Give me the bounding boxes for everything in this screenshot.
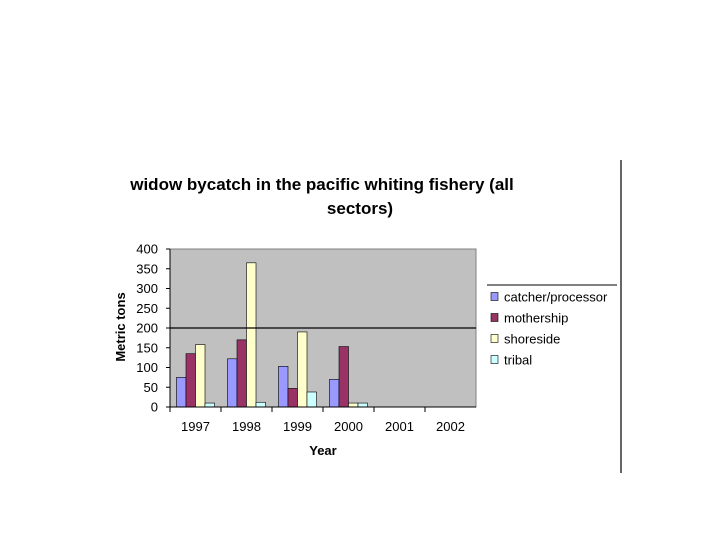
bar-mothership-1998 xyxy=(236,339,247,408)
bar-catcher-processor-1998 xyxy=(227,358,238,408)
legend-swatch xyxy=(490,334,499,343)
x-tick-labels: 1997 1998 1999 2000 2001 2002 xyxy=(169,407,465,434)
legend-label: mothership xyxy=(504,311,568,326)
legend-label: catcher/processor xyxy=(504,290,608,305)
y-tick-label: 400 xyxy=(136,242,158,257)
legend-swatch xyxy=(490,355,499,364)
y-tick-label: 300 xyxy=(136,281,158,296)
y-axis-title: Metric tons xyxy=(113,292,128,361)
x-tick-label: 1999 xyxy=(283,419,312,434)
legend-label: tribal xyxy=(504,353,532,368)
bar-mothership-1997 xyxy=(185,353,196,408)
bar-catcher-processor-1999 xyxy=(278,366,289,408)
bar-shoreside-1999 xyxy=(297,331,308,408)
legend-swatch xyxy=(490,313,499,322)
y-tick-labels: 0 50 100 150 200 250 300 350 400 xyxy=(136,242,170,415)
x-axis-title: Year xyxy=(309,443,336,458)
chart-title-line-1: widow bycatch in the pacific whiting fis… xyxy=(129,175,514,194)
x-tick-label: 2002 xyxy=(436,419,465,434)
bar-tribal-2000 xyxy=(357,402,368,408)
y-tick-label: 50 xyxy=(144,380,158,395)
bar-shoreside-1998 xyxy=(246,262,257,408)
legend: catcher/processor mothership shoreside trib… xyxy=(490,290,608,368)
y-tick-label: 150 xyxy=(136,340,158,355)
bar-shoreside-1997 xyxy=(195,344,206,408)
bar-mothership-2000 xyxy=(338,346,349,408)
bar-catcher-processor-1997 xyxy=(176,377,187,408)
x-tick-label: 2001 xyxy=(385,419,414,434)
chart-title-line-2: sectors) xyxy=(327,199,393,218)
x-tick-label: 2000 xyxy=(334,419,363,434)
bar-mothership-1999 xyxy=(287,388,298,408)
x-tick-label: 1998 xyxy=(232,419,261,434)
bar-tribal-1997 xyxy=(204,402,215,408)
y-tick-label: 200 xyxy=(136,321,158,336)
x-tick-label: 1997 xyxy=(181,419,210,434)
bar-tribal-1998 xyxy=(255,401,266,408)
y-tick-label: 0 xyxy=(151,400,158,415)
bar-tribal-1999 xyxy=(306,391,317,408)
bar-catcher-processor-2000 xyxy=(329,379,340,408)
y-tick-label: 350 xyxy=(136,261,158,276)
legend-label: shoreside xyxy=(504,332,560,347)
y-tick-label: 250 xyxy=(136,301,158,316)
y-tick-label: 100 xyxy=(136,360,158,375)
legend-swatch xyxy=(490,292,499,301)
bar-shoreside-2000 xyxy=(348,402,359,408)
